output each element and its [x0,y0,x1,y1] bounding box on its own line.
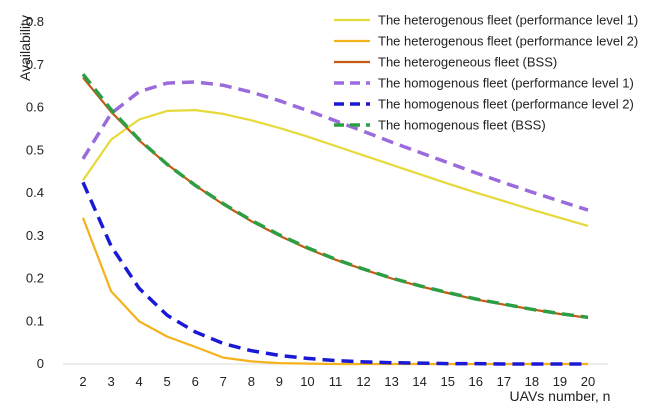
x-tick-label: 7 [220,374,227,389]
x-tick-label: 6 [192,374,199,389]
y-tick-label: 0.6 [26,100,44,115]
series-line-4 [81,80,589,212]
y-tick-label: 0 [37,356,44,371]
x-tick-label: 13 [384,374,398,389]
x-tick-label: 5 [164,374,171,389]
x-tick-label: 19 [553,374,567,389]
legend: The heterogenous fleet (performance leve… [334,13,638,133]
x-tick-label: 20 [581,374,595,389]
series-line-2 [81,217,588,366]
legend-label-5: The homogenous fleet (performance level … [378,97,634,112]
x-tick-label: 4 [135,374,142,389]
y-axis-label: Availability [17,15,33,81]
series-line-5 [81,181,588,366]
y-tick-label: 0.4 [26,185,44,200]
x-tick-label: 9 [276,374,283,389]
legend-label-6: The homogenous fleet (BSS) [378,118,546,133]
y-tick-label: 0.1 [26,313,44,328]
legend-label-3: The heterogeneous fleet (BSS) [378,55,557,70]
x-tick-label: 12 [356,374,370,389]
series-line-6 [81,73,589,320]
x-tick-label: 3 [107,374,114,389]
x-tick-label: 17 [497,374,511,389]
x-tick-label: 18 [525,374,539,389]
x-tick-label: 8 [248,374,255,389]
x-axis-label: UAVs number, n [510,388,611,404]
legend-label-2: The heterogenous fleet (performance leve… [378,34,638,49]
axes: 0 0.1 0.2 0.3 0.4 0.5 0.6 0.7 0.8 2 3 4 5 6 7 8 9 10 11 12 1… [26,14,608,389]
series-lines [81,73,589,366]
x-tick-label: 2 [79,374,86,389]
legend-label-4: The homogenous fleet (performance level … [378,76,634,91]
x-tick-label: 16 [469,374,483,389]
x-tick-label: 11 [329,374,343,389]
y-tick-label: 0.3 [26,228,44,243]
x-tick-label: 15 [440,374,454,389]
x-tick-label: 10 [300,374,314,389]
y-tick-label: 0.5 [26,142,44,157]
x-tick-label: 14 [412,374,426,389]
series-line-1 [82,108,589,227]
y-tick-label: 0.8 [26,14,44,29]
legend-label-1: The heterogenous fleet (performance leve… [378,13,638,28]
y-tick-label: 0.7 [26,57,44,72]
y-tick-label: 0.2 [26,271,44,286]
